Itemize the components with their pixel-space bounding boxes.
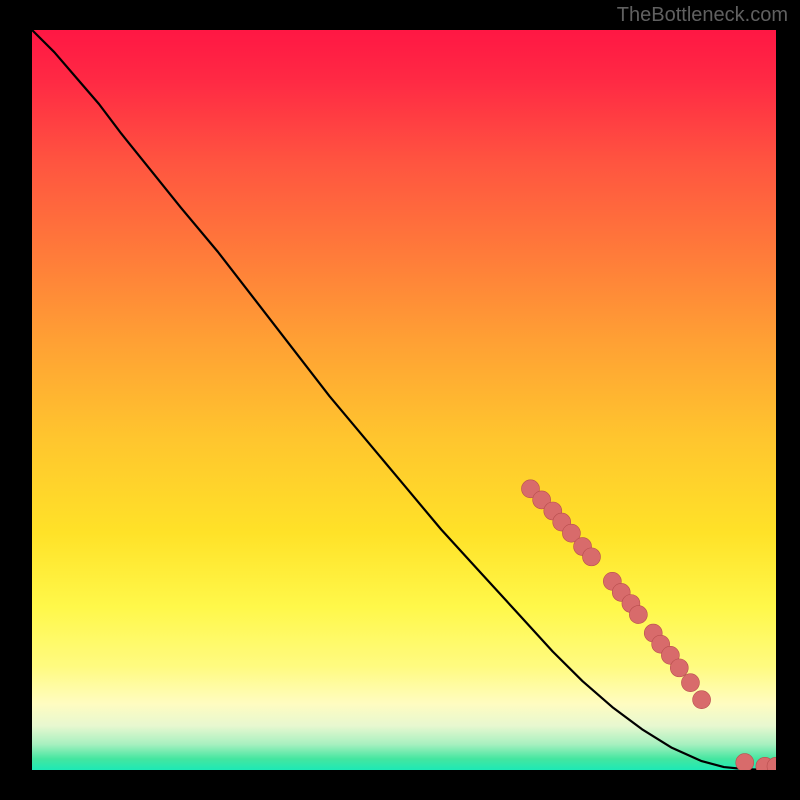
data-marker [736,754,754,770]
watermark-text: TheBottleneck.com [617,4,788,27]
chart-svg [32,30,776,770]
data-marker [670,659,688,677]
data-marker [629,606,647,624]
data-marker [693,691,711,709]
data-marker [681,674,699,692]
data-marker [582,548,600,566]
chart-plot-area [32,30,776,770]
